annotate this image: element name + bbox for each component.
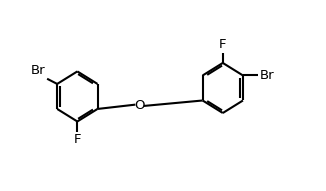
Text: Br: Br [31, 64, 46, 77]
Text: F: F [219, 38, 227, 51]
Text: F: F [74, 133, 81, 146]
Text: Br: Br [259, 69, 274, 82]
Text: O: O [134, 99, 145, 112]
